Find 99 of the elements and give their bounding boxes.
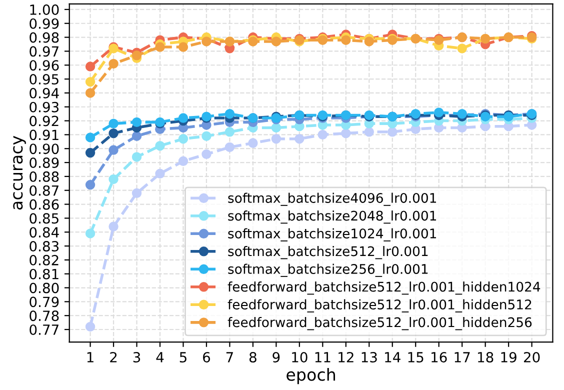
point [224, 127, 235, 137]
y-tick-label: 0.78 [30, 310, 59, 322]
point [155, 140, 165, 151]
point [132, 188, 142, 198]
point [108, 128, 118, 138]
y-tick-label: 0.80 [30, 282, 59, 294]
point [85, 62, 96, 72]
point [178, 134, 188, 144]
x-tick-label: 4 [156, 352, 164, 362]
x-tick-label: 1 [87, 352, 94, 362]
point [248, 138, 258, 148]
y-tick-label: 0.98 [30, 32, 59, 43]
y-tick-label: 0.99 [30, 18, 59, 29]
point [108, 58, 118, 69]
x-tick-label: 5 [180, 352, 186, 363]
point [132, 50, 142, 60]
point [178, 42, 188, 52]
point [85, 76, 96, 87]
legend-label: feedforward_batchsize512_lr0.001_hidden512 [228, 299, 532, 312]
x-tick-label: 2 [110, 352, 117, 362]
point [388, 127, 398, 137]
y-tick-label: 0.96 [30, 60, 59, 71]
x-tick-label: 18 [478, 352, 494, 363]
y-axis-title: accuracy [13, 136, 26, 210]
point [85, 180, 96, 190]
point [364, 36, 374, 46]
legend-label: feedforward_batchsize512_lr0.001_hidden1024 [228, 282, 540, 295]
y-tick-label: 0.95 [30, 74, 58, 85]
point [85, 88, 96, 98]
y-tick-label: 0.88 [30, 171, 59, 182]
point [85, 132, 96, 142]
point [271, 36, 282, 46]
point [202, 131, 212, 141]
legend-label: softmax_batchsize512_lr0.001 [228, 246, 428, 260]
y-tick-label: 0.85 [30, 213, 58, 224]
point [132, 152, 142, 162]
point [108, 222, 118, 232]
point [224, 142, 235, 152]
point [294, 134, 304, 144]
legend-label: softmax_batchsize256_lr0.001 [228, 264, 428, 277]
y-tick-label: 1.00 [30, 4, 59, 15]
x-tick-label: 19 [501, 352, 516, 363]
y-tick-label: 0.82 [30, 254, 58, 266]
x-tick-label: 11 [315, 352, 330, 362]
x-tick-label: 9 [272, 352, 280, 363]
point [457, 44, 467, 54]
point [202, 36, 212, 46]
point [108, 118, 118, 128]
point [341, 35, 351, 45]
y-tick-label: 0.94 [30, 88, 59, 98]
y-tick-label: 0.92 [30, 116, 58, 126]
y-tick-label: 0.79 [30, 296, 59, 308]
x-tick-label: 16 [432, 352, 447, 363]
x-tick-label: 20 [524, 352, 540, 363]
point [132, 131, 142, 141]
point [132, 117, 142, 128]
y-tick-label: 0.84 [30, 227, 59, 238]
point [108, 145, 118, 155]
x-tick-label: 17 [454, 352, 470, 362]
point [155, 42, 165, 52]
y-tick-label: 0.91 [30, 130, 58, 140]
x-axis-title: epoch [286, 368, 336, 384]
point [108, 174, 118, 184]
y-tick-label: 0.81 [30, 268, 58, 280]
legend-label: feedforward_batchsize512_lr0.001_hidden256 [228, 317, 532, 330]
point [434, 108, 444, 118]
point [178, 156, 188, 166]
y-tick-label: 0.97 [30, 46, 58, 57]
point [85, 148, 96, 158]
y-tick-label: 0.93 [30, 102, 59, 112]
y-tick-label: 0.77 [30, 324, 58, 335]
y-tick-label: 0.87 [30, 185, 58, 196]
point [271, 134, 282, 144]
point [85, 228, 96, 238]
x-tick-label: 8 [249, 352, 256, 363]
y-tick-label: 0.86 [30, 199, 59, 210]
x-tick-label: 12 [338, 352, 354, 362]
y-tick-label: 0.83 [30, 240, 59, 252]
x-tick-label: 10 [292, 352, 308, 363]
point [178, 113, 188, 123]
y-tick-label: 0.90 [30, 144, 59, 154]
x-tick-label: 13 [362, 352, 377, 363]
x-tick-label: 3 [133, 352, 140, 363]
legend-label: softmax_batchsize4096_lr0.001 [228, 192, 436, 206]
x-tick-label: 7 [226, 352, 233, 362]
point [341, 128, 351, 138]
point [202, 149, 212, 160]
legend-label: softmax_batchsize1024_lr0.001 [228, 228, 436, 242]
point [318, 130, 328, 140]
legend-label: softmax_batchsize2048_lr0.001 [228, 210, 436, 224]
point [224, 108, 235, 119]
x-tick-label: 15 [408, 352, 424, 363]
x-tick-label: 14 [385, 352, 400, 362]
y-tick-label: 0.89 [30, 157, 59, 168]
point [155, 168, 165, 179]
point [364, 127, 374, 137]
x-tick-label: 6 [203, 352, 210, 363]
point [271, 122, 282, 133]
point [85, 322, 96, 332]
